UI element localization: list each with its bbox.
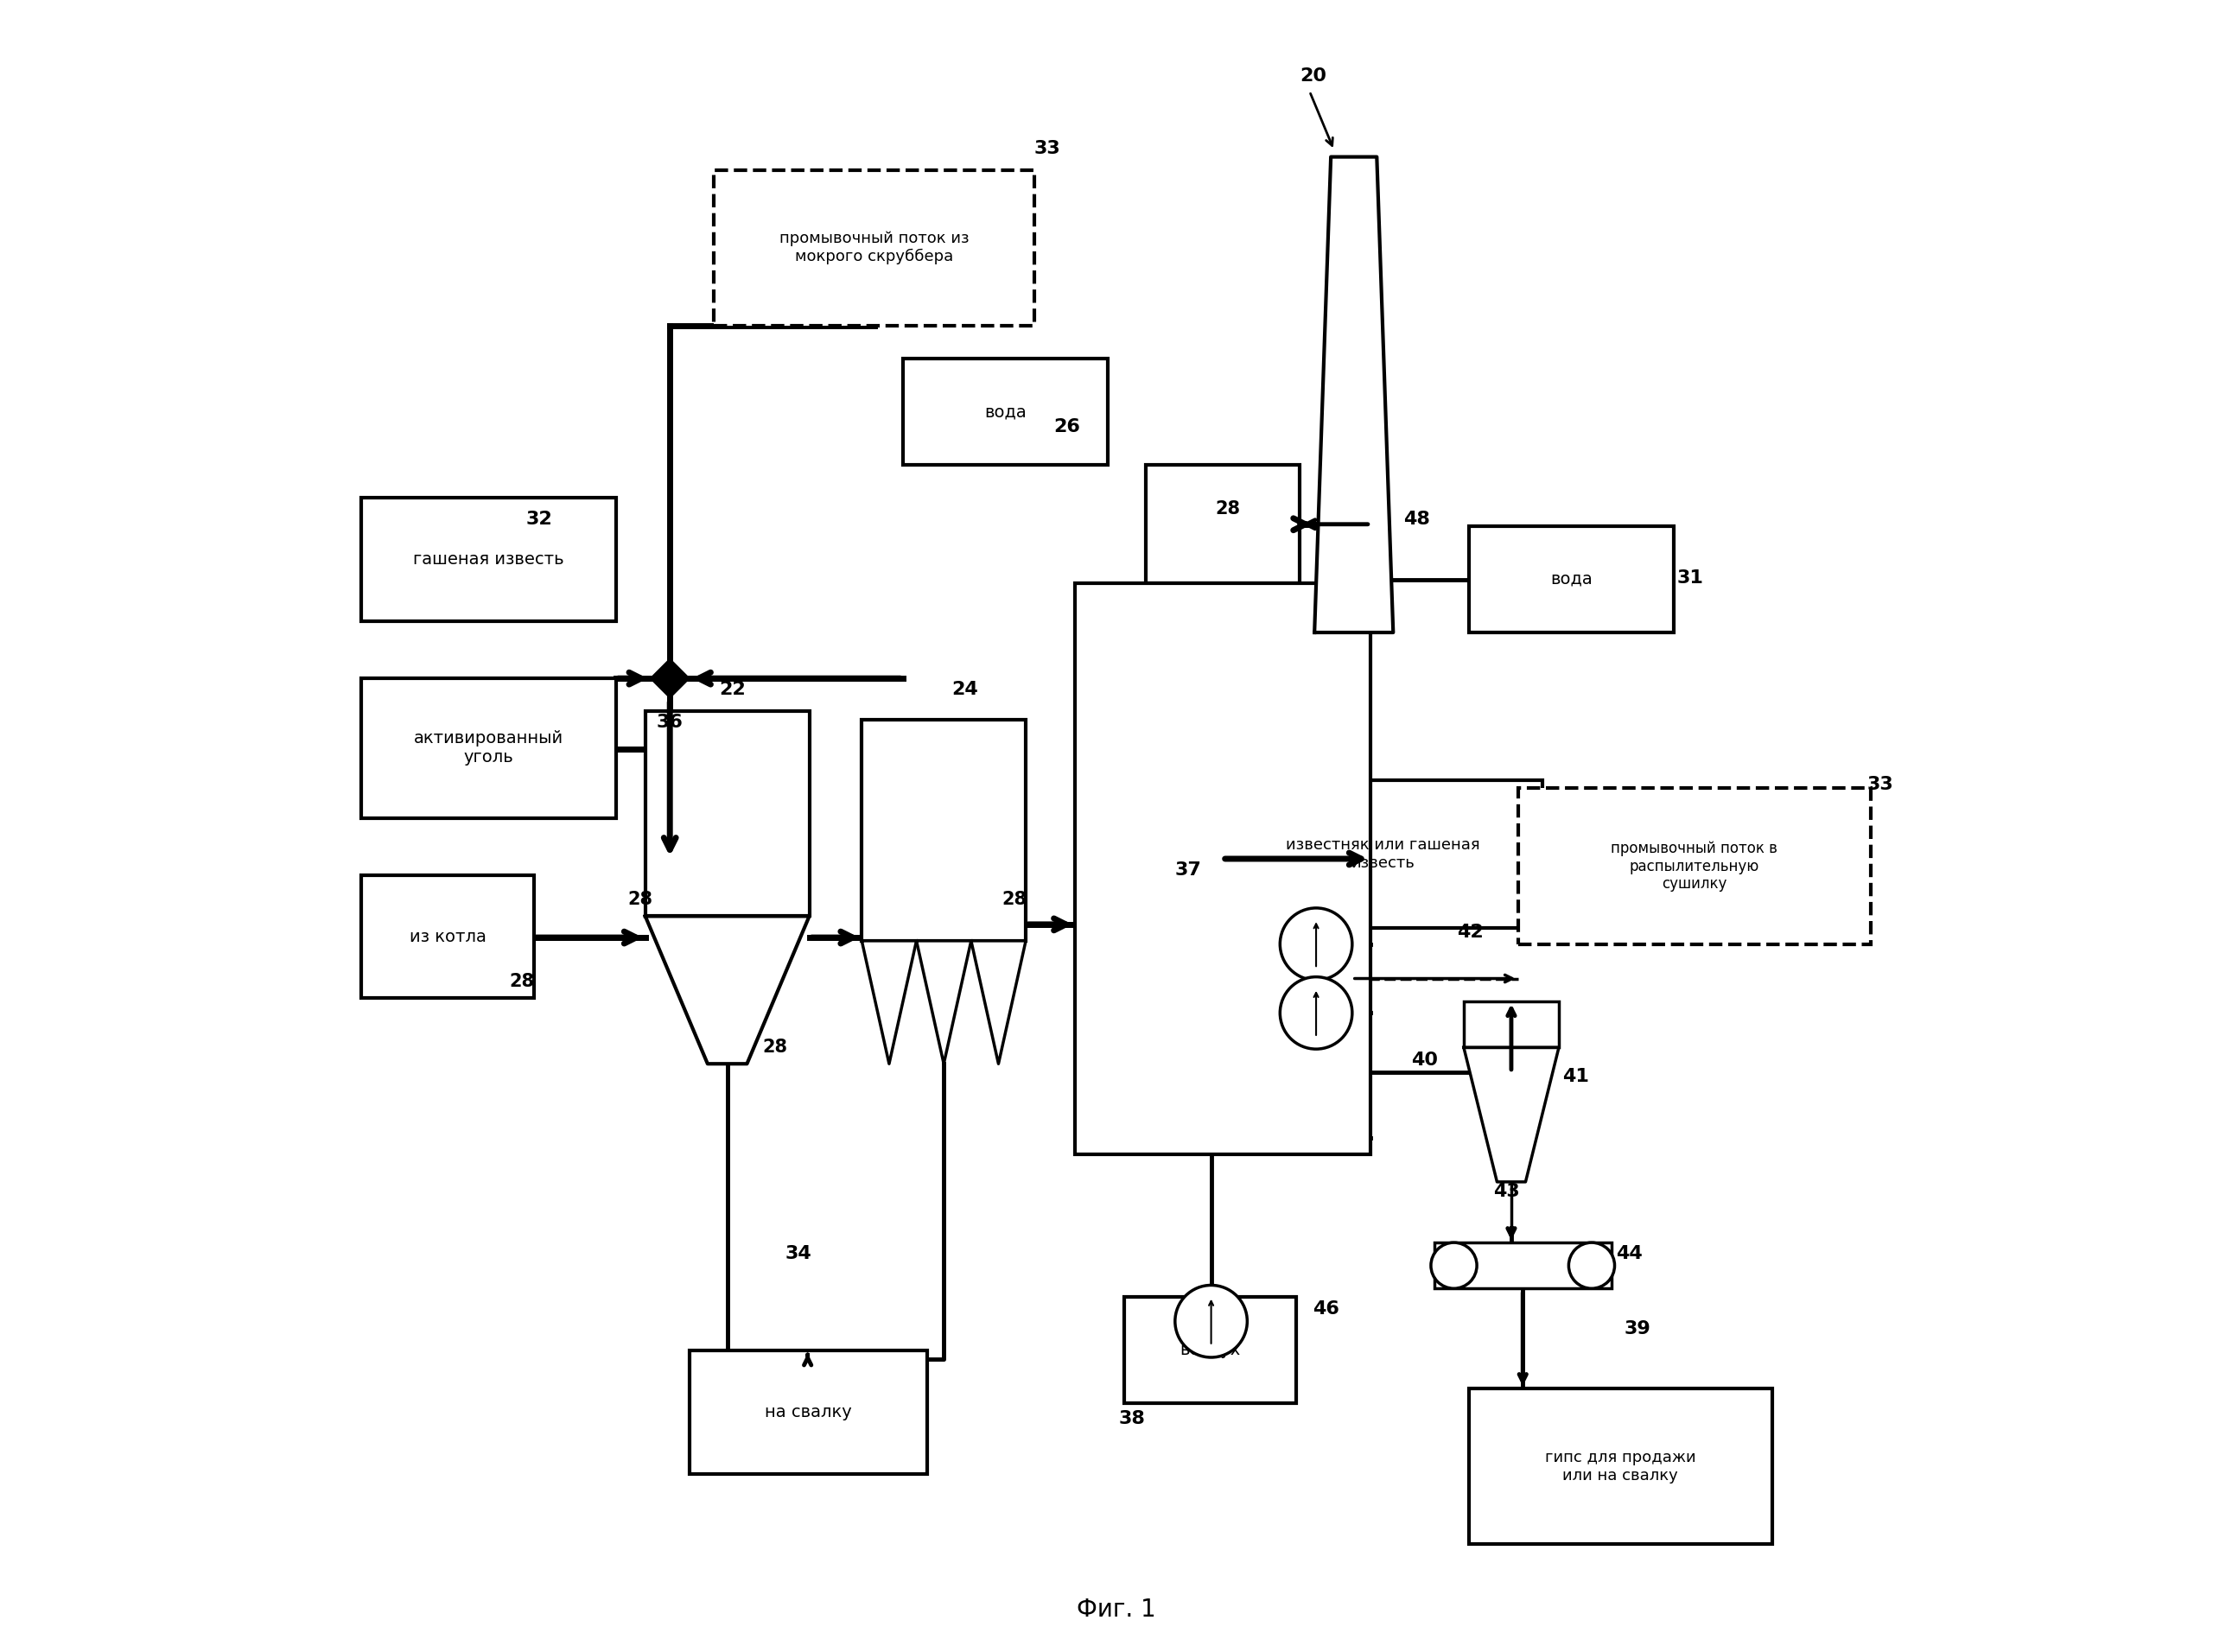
Circle shape xyxy=(1279,909,1353,980)
Bar xyxy=(1464,1001,1558,1047)
Text: 46: 46 xyxy=(1312,1300,1339,1318)
Polygon shape xyxy=(862,940,917,1064)
Bar xyxy=(1435,1242,1612,1289)
Text: 39: 39 xyxy=(1625,1320,1652,1338)
Text: Фиг. 1: Фиг. 1 xyxy=(1076,1597,1156,1622)
Bar xyxy=(1469,525,1674,633)
Text: вода: вода xyxy=(984,403,1027,420)
Text: 36: 36 xyxy=(656,714,683,730)
Bar xyxy=(902,358,1107,466)
Text: вода: вода xyxy=(1549,572,1591,588)
Bar xyxy=(362,679,616,818)
Bar xyxy=(1223,780,1542,928)
Text: 33: 33 xyxy=(1033,140,1060,157)
Bar xyxy=(1076,583,1370,1155)
Text: гашеная известь: гашеная известь xyxy=(413,552,565,568)
Text: известняк или гашеная
известь: известняк или гашеная известь xyxy=(1286,838,1480,871)
Circle shape xyxy=(1569,1242,1614,1289)
Text: воздух: воздух xyxy=(1181,1341,1241,1358)
Circle shape xyxy=(1174,1285,1248,1358)
Text: 28: 28 xyxy=(1002,890,1027,909)
Bar xyxy=(1469,1389,1772,1545)
Polygon shape xyxy=(645,917,810,1064)
Text: 38: 38 xyxy=(1118,1409,1145,1427)
Bar xyxy=(714,170,1033,325)
Text: на свалку: на свалку xyxy=(766,1404,853,1421)
Circle shape xyxy=(1279,976,1353,1049)
Text: 24: 24 xyxy=(953,681,978,699)
Polygon shape xyxy=(1464,1047,1558,1181)
Circle shape xyxy=(1431,1242,1478,1289)
Text: 20: 20 xyxy=(1299,68,1326,84)
Text: 22: 22 xyxy=(719,681,745,699)
Text: 43: 43 xyxy=(1493,1183,1520,1199)
Text: гипс для продажи
или на свалку: гипс для продажи или на свалку xyxy=(1545,1450,1696,1483)
Text: из котла: из котла xyxy=(408,928,487,945)
Polygon shape xyxy=(917,940,971,1064)
Text: 44: 44 xyxy=(1616,1246,1643,1262)
Text: 28: 28 xyxy=(1214,501,1241,517)
Bar xyxy=(362,876,533,998)
Text: 33: 33 xyxy=(1868,776,1893,793)
Text: 32: 32 xyxy=(525,510,551,527)
Text: промывочный поток из
мокрого скруббера: промывочный поток из мокрого скруббера xyxy=(779,231,969,264)
Text: 26: 26 xyxy=(1054,418,1080,436)
Text: 28: 28 xyxy=(763,1039,788,1056)
Text: 37: 37 xyxy=(1174,861,1201,879)
Text: 31: 31 xyxy=(1676,570,1703,586)
Text: активированный
уголь: активированный уголь xyxy=(413,730,562,767)
Bar xyxy=(862,719,1027,940)
Polygon shape xyxy=(650,659,690,699)
Bar xyxy=(1518,788,1870,943)
Polygon shape xyxy=(1315,157,1393,633)
Text: 28: 28 xyxy=(627,890,654,909)
Polygon shape xyxy=(971,940,1027,1064)
Text: 41: 41 xyxy=(1562,1067,1589,1085)
Text: 42: 42 xyxy=(1457,923,1484,940)
Text: промывочный поток в
распылительную
сушилку: промывочный поток в распылительную сушил… xyxy=(1612,841,1777,892)
Text: 34: 34 xyxy=(786,1246,810,1262)
Bar xyxy=(690,1351,926,1474)
Text: 40: 40 xyxy=(1411,1051,1437,1069)
Bar xyxy=(362,497,616,621)
Text: 28: 28 xyxy=(509,973,533,990)
Bar xyxy=(645,712,810,917)
Text: 48: 48 xyxy=(1404,510,1431,527)
Bar xyxy=(1145,466,1299,583)
Bar xyxy=(1125,1297,1297,1403)
